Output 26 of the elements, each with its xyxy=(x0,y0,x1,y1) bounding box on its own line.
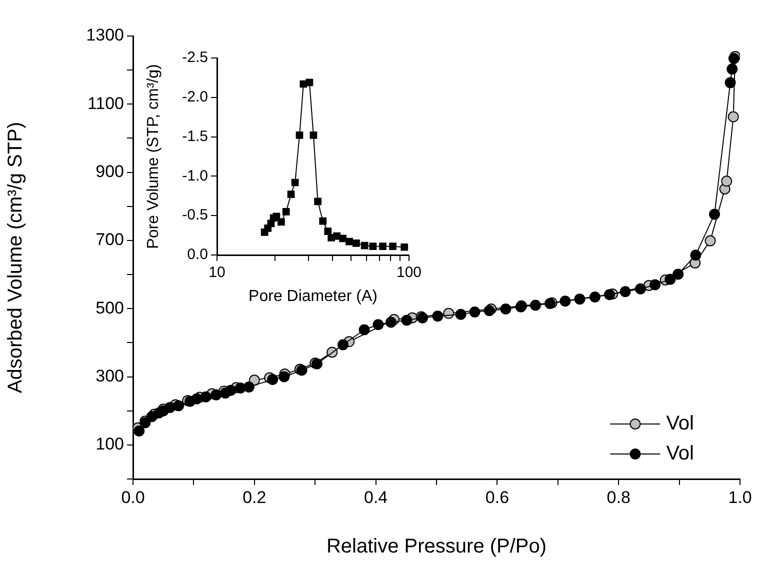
y-tick-label: -0.5 xyxy=(182,206,208,224)
y-tick-label: 700 xyxy=(96,230,124,250)
y-tick-label: -1.0 xyxy=(182,167,208,184)
x-axis-title: Relative Pressure (P/Po) xyxy=(326,536,547,558)
y-tick-label: -2.5 xyxy=(182,49,208,66)
x-tick-label: 0.6 xyxy=(485,488,510,507)
y-axis-title: Pore Volume (STP, cm³/g) xyxy=(145,64,162,249)
x-axis-title: Pore Diameter (A) xyxy=(248,288,378,305)
y-tick-label: 900 xyxy=(96,162,124,181)
x-tick-label: 0.2 xyxy=(242,488,266,507)
x-tick-label: 10 xyxy=(208,264,226,282)
legend-label: Vol xyxy=(666,412,694,435)
y-tick-label: 100 xyxy=(96,434,124,454)
x-tick-label: 0.8 xyxy=(606,488,630,507)
y-tick-label: 500 xyxy=(96,298,124,318)
y-tick-label: 300 xyxy=(96,366,124,386)
y-axis-title: Adsorbed Volume (cm³/g STP) xyxy=(4,122,27,394)
y-tick-label: 1300 xyxy=(86,26,124,45)
y-tick-label: 1100 xyxy=(87,94,124,113)
x-tick-label: 0.0 xyxy=(121,488,145,507)
x-tick-label: 1.0 xyxy=(728,488,752,507)
legend-label: Vol xyxy=(666,442,694,465)
x-tick-label: 0.4 xyxy=(364,488,388,507)
y-tick-label: -1.5 xyxy=(182,128,208,145)
y-tick-label: 0.0 xyxy=(187,246,208,264)
y-tick-label: -2.0 xyxy=(182,88,208,106)
